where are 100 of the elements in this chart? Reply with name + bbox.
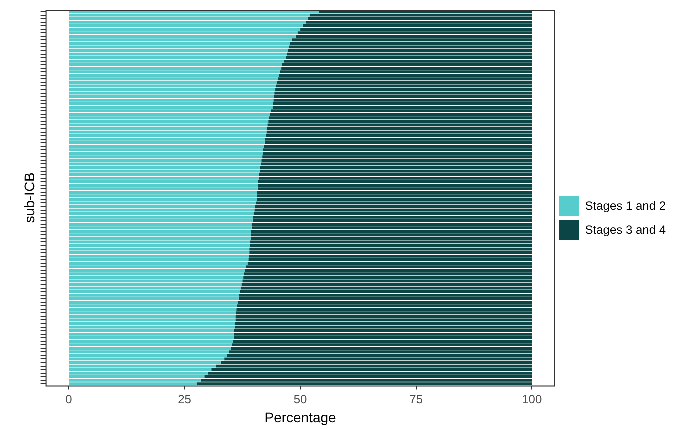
bar [69,382,197,386]
bar [212,368,532,372]
bar [237,304,532,308]
bar [69,116,270,120]
bar [270,116,532,120]
bar [69,32,298,34]
bar [262,156,532,159]
bar [233,340,532,343]
bar [69,134,266,138]
bar [69,156,263,159]
bar [69,35,296,38]
bar [244,272,532,276]
bar [282,64,532,66]
bar [227,354,532,358]
bar [69,194,258,198]
bar [69,56,286,60]
bar [69,110,272,112]
bar [266,134,532,138]
bar [69,67,282,70]
bar [234,336,532,340]
bar [310,14,532,17]
bar [69,198,257,202]
bar [204,375,532,378]
bar [69,350,230,354]
bar [69,176,259,180]
bar [271,110,532,112]
bar [249,254,532,258]
bar [296,35,532,38]
bar [69,368,212,372]
bar [262,159,532,162]
bar [268,120,532,124]
bar [69,60,284,63]
bar [245,269,532,272]
bar [266,130,532,134]
bar [290,42,532,46]
bar [264,141,532,144]
bar [284,60,532,63]
bar [265,138,532,141]
bar [260,170,532,173]
bar [232,344,532,346]
bar [274,95,532,98]
bar [69,269,246,272]
bar [292,38,532,42]
bar [69,141,265,144]
bar [69,64,282,66]
bar [69,329,234,332]
bar [69,98,274,102]
bar [69,304,238,308]
bar [251,230,532,234]
bar [69,138,266,141]
bar [69,52,288,56]
bar [69,92,275,95]
bar [238,297,532,300]
bar [278,78,532,81]
bar [69,208,255,212]
x-tick-label: 50 [294,392,308,406]
bar [69,78,278,81]
bar [69,81,278,84]
bar [258,180,532,184]
bar [69,226,252,230]
bar [208,372,532,375]
x-axis-title: Percentage [264,409,337,426]
bar [69,312,236,315]
bar [282,67,532,70]
bar [264,145,532,148]
bar [69,336,234,340]
bar [287,52,532,56]
bar [69,234,252,237]
bar [69,262,248,265]
bar [69,290,240,294]
bar [274,92,532,95]
bar [259,173,532,176]
bar [252,223,532,226]
bar [69,106,273,109]
bar [69,254,250,258]
bar [69,332,234,336]
bar [69,326,235,329]
bar [69,120,269,124]
bar [69,170,260,173]
bar [246,266,532,268]
bar [69,248,250,251]
bar [69,344,232,346]
bar [280,70,532,74]
bar [69,223,252,226]
bar [69,301,238,304]
bar [69,180,258,184]
bar [69,184,258,187]
bar [69,347,232,350]
bar [69,24,303,28]
x-tick-label: 100 [522,392,542,406]
bar [286,56,532,60]
bar [298,32,532,34]
y-axis-title: sub-ICB [21,172,38,224]
bar [250,248,532,251]
bar [69,230,252,234]
bar [69,38,292,42]
bar [231,347,532,350]
bar [277,81,532,84]
bar [69,237,251,240]
bar [69,152,264,156]
